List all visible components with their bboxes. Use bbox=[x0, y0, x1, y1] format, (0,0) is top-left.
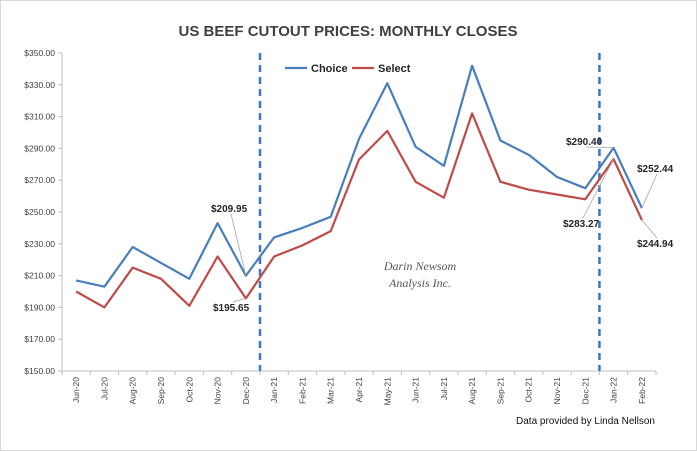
x-tick-label: Apr-21 bbox=[354, 377, 364, 403]
annotation-leader bbox=[582, 158, 614, 219]
x-tick-label: Sep-21 bbox=[495, 377, 505, 405]
x-tick-label: Jun-21 bbox=[411, 377, 421, 403]
y-tick-label: $250.00 bbox=[24, 207, 55, 217]
annotation-leader bbox=[585, 146, 614, 149]
annotation-label: $244.94 bbox=[637, 239, 674, 250]
x-tick-label: Feb-22 bbox=[637, 377, 647, 404]
x-tick-label: Jul-20 bbox=[99, 377, 109, 400]
x-tick-label: Nov-20 bbox=[213, 377, 223, 405]
x-tick-label: May-21 bbox=[382, 377, 392, 406]
legend-label-choice: Choice bbox=[311, 63, 348, 75]
annotation-label: $195.65 bbox=[213, 303, 250, 314]
chart-title: US BEEF CUTOUT PRICES: MONTHLY CLOSES bbox=[179, 23, 518, 40]
x-tick-label: Aug-21 bbox=[467, 377, 477, 405]
legend: Choice Select bbox=[285, 63, 411, 75]
annotation-label: $290.40 bbox=[566, 137, 603, 148]
x-tick-label: Feb-21 bbox=[297, 377, 307, 404]
x-tick-label: Jan-21 bbox=[269, 377, 279, 403]
vertical-markers bbox=[258, 53, 601, 371]
x-tick-label: Dec-21 bbox=[580, 377, 590, 405]
x-tick-label: Mar-21 bbox=[326, 377, 336, 404]
watermark-line-2: Analysis Inc. bbox=[388, 276, 451, 290]
annotation-label: $283.27 bbox=[563, 219, 600, 230]
annotation-label: $209.95 bbox=[211, 204, 248, 215]
y-tick-label: $310.00 bbox=[24, 112, 55, 122]
x-tick-label: Dec-20 bbox=[241, 377, 251, 405]
watermark-line-1: Darin Newsom bbox=[383, 259, 457, 273]
annotation-leader bbox=[641, 173, 658, 209]
y-tick-label: $330.00 bbox=[24, 80, 55, 90]
y-tick-label: $150.00 bbox=[24, 366, 55, 376]
axes: $150.00 $170.00 $190.00 $210.00 $230.00 $250.… bbox=[24, 48, 657, 406]
x-tick-label: Sep-20 bbox=[156, 377, 166, 405]
x-tick-label: Jun-20 bbox=[71, 377, 81, 403]
x-tick-label: Oct-20 bbox=[184, 377, 194, 403]
y-tick-label: $270.00 bbox=[24, 175, 55, 185]
legend-label-select: Select bbox=[378, 63, 411, 75]
x-tick-label: Aug-20 bbox=[128, 377, 138, 405]
y-tick-label: $210.00 bbox=[24, 271, 55, 281]
data-credit: Data provided by Linda Nellson bbox=[516, 416, 655, 427]
x-tick-label: Nov-21 bbox=[552, 377, 562, 405]
y-tick-label: $170.00 bbox=[24, 334, 55, 344]
y-tick-label: $350.00 bbox=[24, 48, 55, 58]
series-line-choice bbox=[75, 64, 643, 288]
y-tick-label: $230.00 bbox=[24, 239, 55, 249]
annotations: $209.95 $195.65 $290.40 $283.27 $252.44 $244.… bbox=[211, 137, 674, 314]
annotation-leader bbox=[232, 298, 246, 303]
annotation-leader bbox=[641, 219, 658, 239]
watermark: Darin Newsom Analysis Inc. bbox=[383, 259, 457, 290]
series-line-select bbox=[75, 112, 643, 309]
series-lines bbox=[75, 64, 643, 309]
x-tick-label: Jul-21 bbox=[439, 377, 449, 400]
y-tick-label: $290.00 bbox=[24, 143, 55, 153]
annotation-label: $252.44 bbox=[637, 164, 674, 175]
x-tick-label: Oct-21 bbox=[524, 377, 534, 403]
annotation-leader bbox=[230, 213, 247, 276]
x-tick-label: Jan-22 bbox=[609, 377, 619, 403]
y-tick-label: $190.00 bbox=[24, 302, 55, 312]
